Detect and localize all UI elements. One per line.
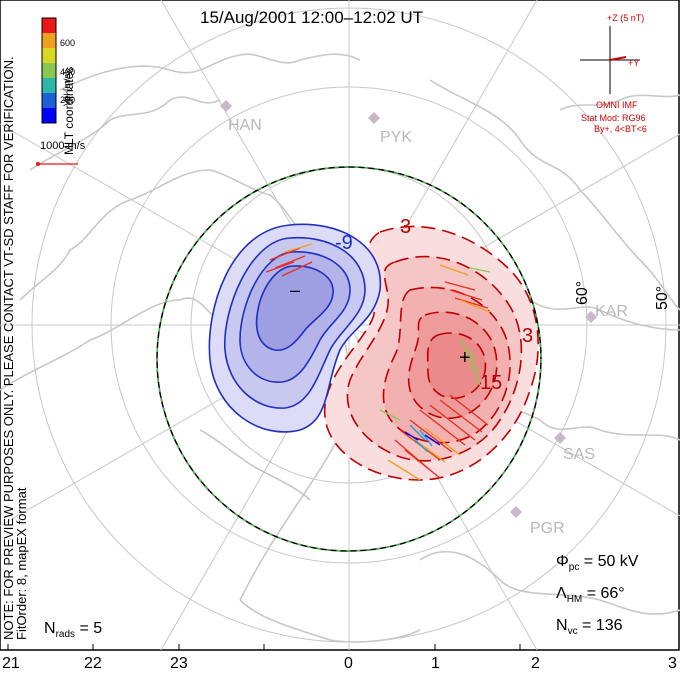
- vel-tick-600: 600: [60, 38, 76, 48]
- site-label-kar: KAR: [595, 303, 628, 320]
- imf-bin: By+, 4<BT<6: [594, 124, 647, 134]
- stat-nrads: Nrads = 5: [44, 620, 103, 641]
- mlt-label-22: 22: [84, 655, 102, 672]
- imf-dial: [580, 26, 640, 94]
- stat-phi-pc: Φpc = 50 kV: [556, 553, 639, 574]
- contour-label-center: 15: [480, 372, 503, 394]
- mlt-label-21: 21: [2, 655, 20, 672]
- side-note-line2: FitOrder: 8, mapEX format: [14, 487, 29, 640]
- reference-vector: [36, 162, 78, 166]
- mlt-label-23: 23: [170, 655, 188, 672]
- imf-y-label: +Y: [628, 58, 640, 68]
- mlt-label-2: 2: [531, 655, 540, 672]
- reference-vector-label: 1000 m/s: [40, 140, 86, 152]
- lat-label-50: 50°: [654, 285, 671, 310]
- site-label-pyk: PYK: [380, 129, 413, 146]
- site-label-sas: SAS: [563, 446, 596, 463]
- vel-tick-200: 200: [60, 95, 76, 105]
- stat-nvc: Nvc = 136: [556, 617, 623, 638]
- vel-tick-400: 400: [60, 67, 76, 77]
- lat-label-60: 60°: [574, 280, 591, 305]
- hm-boundary-dash: [156, 166, 542, 552]
- imf-source: OMNI IMF: [596, 100, 638, 110]
- stat-lambda-hm: ΛHM = 66°: [556, 585, 625, 606]
- potential-max-marker: +: [459, 347, 471, 369]
- side-note: NOTE: FOR PREVIEW PURPOSES ONLY. PLEASE …: [1, 56, 29, 640]
- velocity-vectors: [265, 243, 491, 481]
- mlt-label-1: 1: [431, 655, 440, 672]
- site-label-pgr: PGR: [530, 520, 565, 537]
- site-label-han: HAN: [228, 117, 262, 134]
- negative-cell: [208, 223, 382, 433]
- velocity-colorbar: [41, 17, 57, 124]
- mlt-axis-ticks: [7, 644, 521, 650]
- potential-min-marker: –: [290, 280, 301, 300]
- radar-markers: [220, 100, 597, 518]
- imf-z-label: +Z (5 nT): [607, 13, 645, 23]
- contour-label-right: 3: [522, 325, 534, 347]
- mlt-label-0: 0: [344, 655, 353, 672]
- plot-title: 15/Aug/2001 12:00–12:02 UT: [200, 8, 424, 27]
- imf-model: Stat Mod: RG96: [581, 113, 646, 123]
- mlt-label-3: 3: [668, 655, 677, 672]
- contour-label-top: 3: [400, 216, 412, 238]
- contour-label-negative: -9: [335, 232, 353, 254]
